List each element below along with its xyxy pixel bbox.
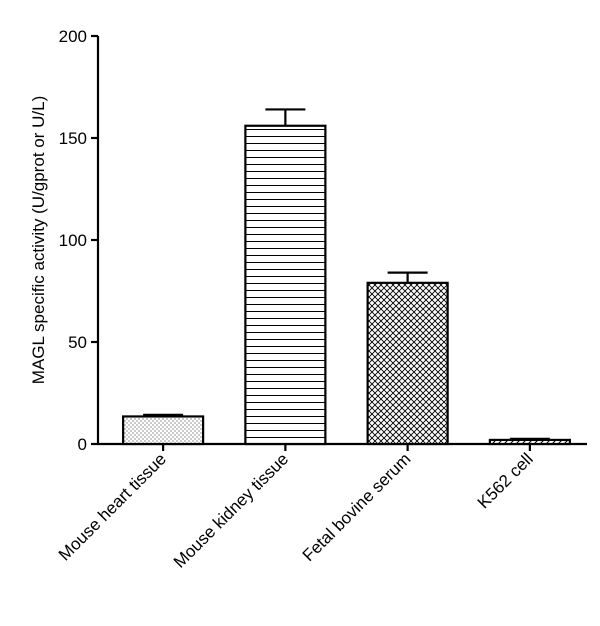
y-tick-label: 100 <box>59 231 87 250</box>
y-tick-label: 0 <box>78 435 87 454</box>
y-ticks: 0 50 100 150 200 <box>59 27 98 454</box>
y-tick-label: 200 <box>59 27 87 46</box>
y-tick-label: 150 <box>59 129 87 148</box>
x-tick-label: Fetal bovine serum <box>299 449 415 565</box>
bar <box>366 281 449 446</box>
bar <box>488 438 571 446</box>
x-tick-label: Mouse kidney tissue <box>170 449 292 571</box>
y-axis-title: MAGL specific activity (U/gprot or U/L) <box>29 96 48 384</box>
y-tick-label: 50 <box>68 333 87 352</box>
bars <box>122 108 571 446</box>
bar <box>122 415 205 446</box>
x-labels: Mouse heart tissue Mouse kidney tissue Fet… <box>55 444 537 572</box>
bar <box>244 124 327 446</box>
x-tick-label: Mouse heart tissue <box>55 449 170 564</box>
x-tick-label: K562 cell <box>474 449 537 512</box>
